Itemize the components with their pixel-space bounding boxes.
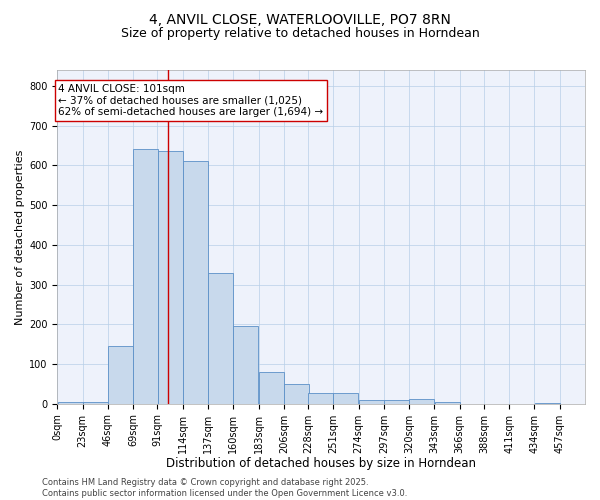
Bar [259,372,284,404]
Text: Contains HM Land Registry data © Crown copyright and database right 2025.
Contai: Contains HM Land Registry data © Crown c… [42,478,407,498]
Y-axis label: Number of detached properties: Number of detached properties [15,149,25,324]
Bar [108,346,133,404]
Bar [208,272,233,404]
Bar [359,400,383,404]
Bar [183,162,208,404]
X-axis label: Distribution of detached houses by size in Horndean: Distribution of detached houses by size … [166,457,476,470]
Bar [233,326,259,404]
Bar [158,152,182,404]
Bar [535,402,560,404]
Bar [83,402,108,404]
Bar [133,150,158,404]
Bar [284,384,309,404]
Text: 4 ANVIL CLOSE: 101sqm
← 37% of detached houses are smaller (1,025)
62% of semi-d: 4 ANVIL CLOSE: 101sqm ← 37% of detached … [58,84,323,117]
Bar [384,400,409,404]
Text: 4, ANVIL CLOSE, WATERLOOVILLE, PO7 8RN: 4, ANVIL CLOSE, WATERLOOVILLE, PO7 8RN [149,12,451,26]
Bar [434,402,460,404]
Bar [334,392,358,404]
Text: Size of property relative to detached houses in Horndean: Size of property relative to detached ho… [121,28,479,40]
Bar [58,402,83,404]
Bar [308,392,333,404]
Bar [409,399,434,404]
